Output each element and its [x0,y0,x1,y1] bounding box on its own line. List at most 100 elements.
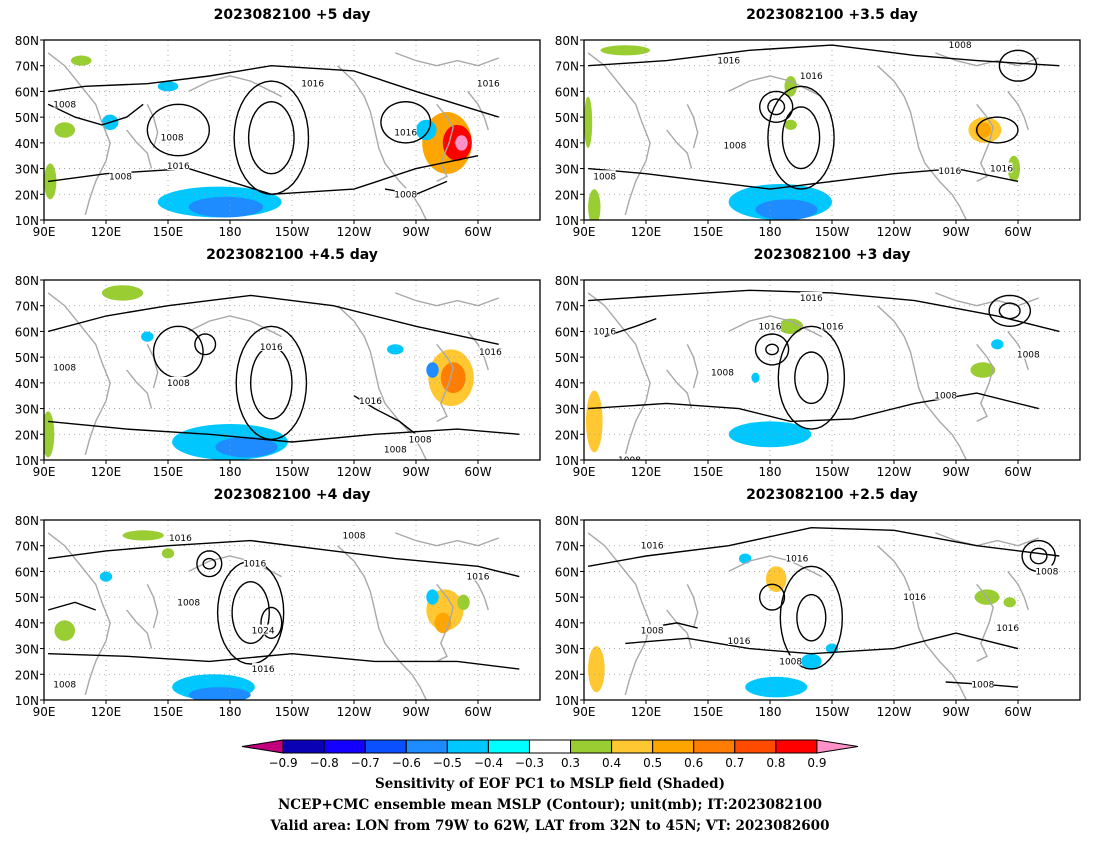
contour-label-bg [759,320,781,331]
mslp-contour [194,333,217,356]
colorbar-segment [611,739,654,754]
contour-label-bg [821,320,843,331]
lat-tick-label: 40N [15,377,39,391]
sensitivity-shading [188,196,264,218]
map-panel-1: 1008 1016 1008 1016 1008 1016 1016 1008 80N 70N 60… [15,34,541,239]
sensitivity-shading [784,76,797,97]
mslp-contour [152,325,204,379]
lat-tick-label: 70N [15,540,39,554]
lon-tick-label: 90W [402,465,429,479]
mslp-contour [767,85,835,190]
lon-tick-label: 90W [942,225,969,239]
lat-tick-label: 50N [555,591,579,605]
sensitivity-shading [755,199,818,220]
contour-label-bg [409,433,432,444]
contour-label: 1016 [785,555,808,565]
contour-label-bg [169,532,192,542]
contour-label: 1008 [711,369,734,379]
coastline [395,532,499,547]
coastline [1007,570,1029,611]
colorbar-tick-label: 0.3 [561,756,580,770]
lat-tick-label: 50N [555,111,579,125]
lat-tick-label: 10N [15,694,39,708]
contour-label-bg [1035,565,1058,576]
lon-tick-label: 90W [942,465,969,479]
lon-tick-label: 120W [337,705,372,719]
coastline [146,583,159,629]
contour-label: 1016 [759,322,782,332]
lon-tick-label: 150E [153,465,184,479]
contour-label-bg [161,131,184,142]
lat-tick-label: 40N [15,617,39,631]
mslp-contour [758,583,786,611]
mslp-contour [202,557,217,570]
lat-tick-label: 80N [555,274,579,288]
lat-tick-label: 70N [555,300,579,314]
contour-label: 1008 [618,456,641,466]
coastline [728,555,823,578]
lat-tick-label: 70N [15,60,39,74]
coastline [587,292,651,456]
contour-label: 1016 [467,573,490,583]
mslp-contour [588,392,1039,423]
map-panel-6: 1016 1016 1008 1016 1016 1016 1008 1008 1008 80N 7… [555,514,1081,719]
coastline [146,103,159,149]
lat-tick-label: 60N [555,565,579,579]
coastline [728,315,823,338]
colorbar-tick-label: −0.6 [392,756,421,770]
lon-tick-label: 150E [693,465,724,479]
colorbar-tick-label: −0.7 [351,756,380,770]
lat-tick-label: 60N [15,325,39,339]
mslp-contour [196,550,223,578]
coastline [686,583,699,629]
contour-label: 1008 [394,190,417,200]
contour-label-bg [971,678,994,689]
colorbar-segment [775,739,818,754]
sensitivity-shading [122,530,164,541]
colorbar-tick-label: 0.9 [807,756,826,770]
contour-label: 1008 [949,41,972,51]
lon-tick-label: 60W [464,225,491,239]
mslp-contour [754,333,790,366]
coastline [126,129,153,169]
lat-tick-label: 80N [15,514,39,528]
sensitivity-shading [751,372,760,383]
contour-label: 1008 [109,172,132,182]
lon-tick-label: 150W [815,465,850,479]
mslp-contour [988,294,1032,328]
contour-label-bg [903,591,926,602]
lat-tick-label: 20N [15,428,39,442]
sensitivity-shading [54,122,75,138]
coastline [976,103,994,183]
mslp-contour [998,49,1038,82]
mslp-contour [48,155,479,196]
lon-tick-label: 150W [275,465,310,479]
lat-tick-label: 20N [15,668,39,682]
contour-label: 1008 [384,446,407,456]
mslp-contour [767,98,786,116]
contour-label-bg [785,552,808,563]
lat-tick-label: 20N [555,428,579,442]
coastline [686,343,699,389]
colorbar-tick-label: −0.9 [268,756,297,770]
coastline [666,129,693,169]
sensitivity-shading [387,344,404,355]
coastline [686,103,699,149]
lon-tick-label: 120E [91,705,122,719]
sensitivity-shading [99,571,113,582]
mslp-contour [47,601,96,611]
lat-tick-label: 10N [555,694,579,708]
sensitivity-shading [440,362,466,394]
coastline [877,545,967,700]
mslp-contour [998,302,1021,320]
mslp-contour [1029,547,1048,565]
sensitivity-shading [215,436,278,458]
lat-tick-label: 40N [555,617,579,631]
mslp-contour [796,593,827,642]
coastline [146,343,159,389]
colorbar-segment [528,739,572,754]
lat-tick-label: 30N [555,163,579,177]
lat-tick-label: 30N [555,403,579,417]
mslp-contour [765,343,779,356]
